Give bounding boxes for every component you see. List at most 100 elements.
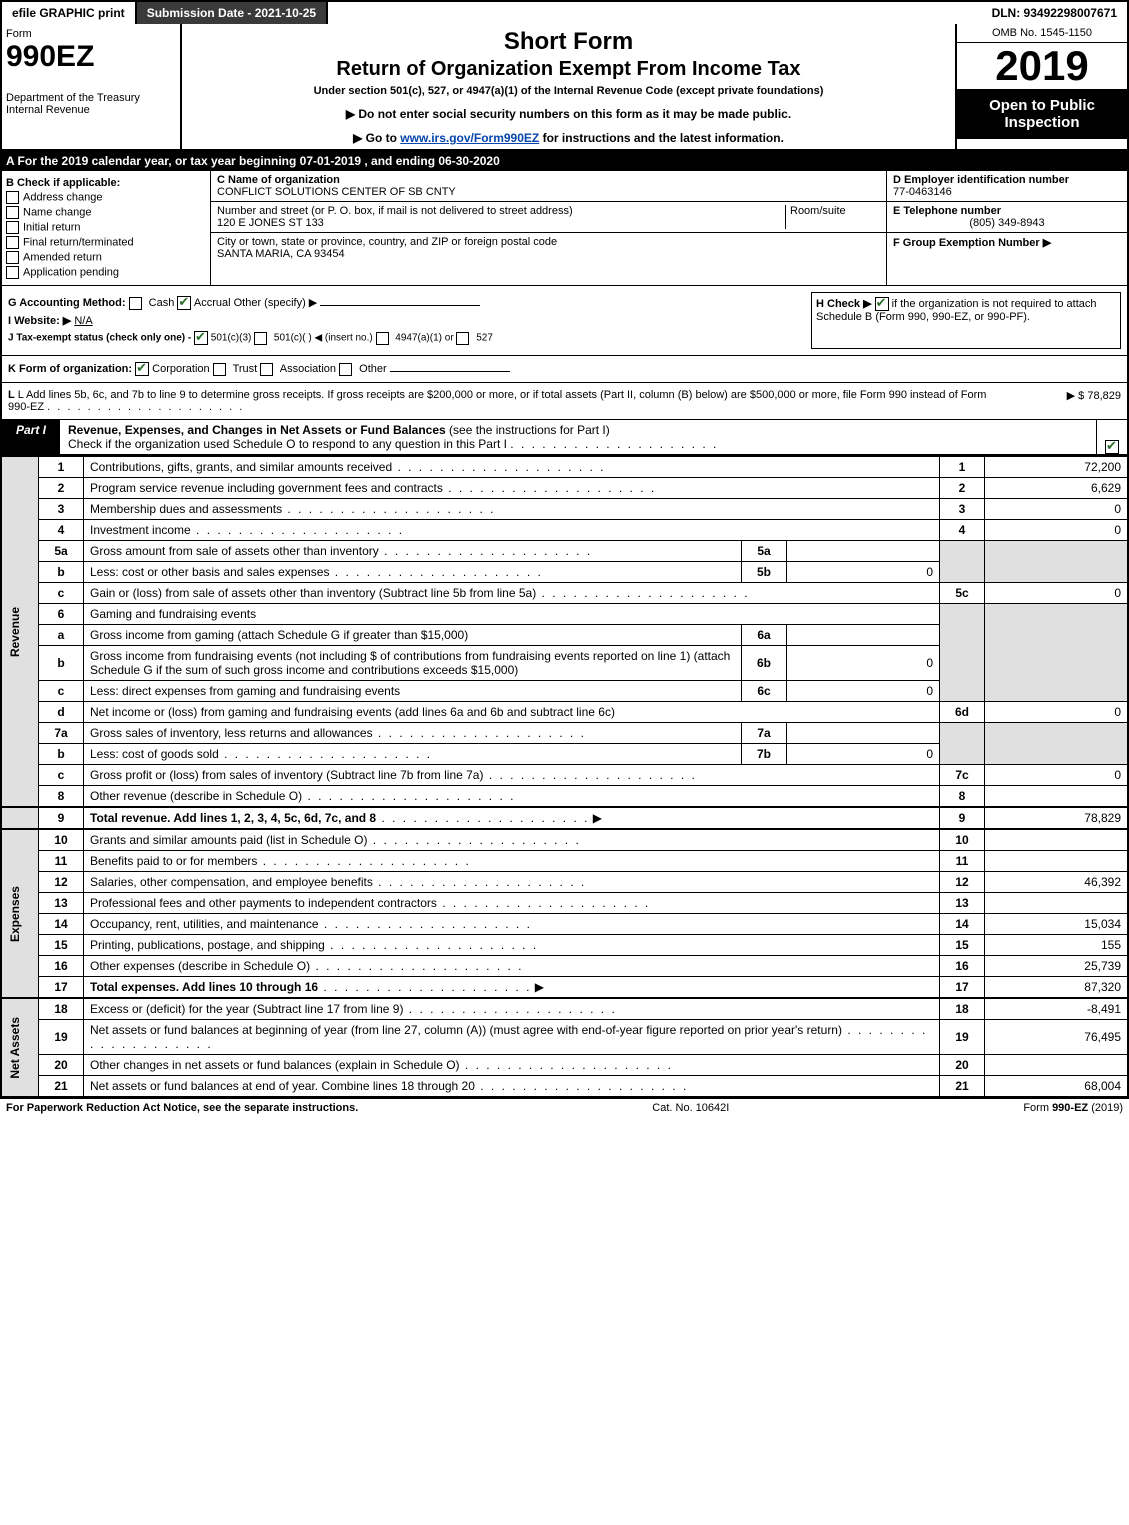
section-b: B Check if applicable: Address change Na… (2, 171, 211, 285)
g-label: G Accounting Method: (8, 297, 126, 309)
table-row: Net Assets 18Excess or (deficit) for the… (1, 998, 1128, 1020)
table-row: 16Other expenses (describe in Schedule O… (1, 956, 1128, 977)
cb-cash[interactable] (129, 297, 142, 310)
table-row: 8Other revenue (describe in Schedule O)8 (1, 786, 1128, 808)
header-right: OMB No. 1545-1150 2019 Open to Public In… (955, 24, 1127, 149)
mid-block: G Accounting Method: Cash Accrual Other … (0, 286, 1129, 356)
cb-address-change[interactable]: Address change (6, 191, 206, 204)
revenue-side-label: Revenue (8, 607, 22, 657)
cb-other[interactable] (339, 363, 352, 376)
dln-label: DLN: 93492298007671 (982, 2, 1127, 24)
city-value: SANTA MARIA, CA 93454 (217, 248, 880, 260)
submission-date: Submission Date - 2021-10-25 (137, 2, 328, 24)
table-row: 11Benefits paid to or for members11 (1, 851, 1128, 872)
cb-amended-return[interactable]: Amended return (6, 251, 206, 264)
strip-a: A For the 2019 calendar year, or tax yea… (0, 151, 1129, 171)
goto-note: ▶ Go to www.irs.gov/Form990EZ for instru… (186, 131, 951, 145)
table-row: 5aGross amount from sale of assets other… (1, 541, 1128, 562)
e-label: E Telephone number (893, 205, 1121, 217)
table-row: 15Printing, publications, postage, and s… (1, 935, 1128, 956)
l-value: ▶ $ 78,829 (1001, 389, 1121, 413)
header-left: Form 990EZ Department of the Treasury In… (2, 24, 182, 149)
h-label: H Check ▶ (816, 298, 872, 310)
room-suite: Room/suite (785, 205, 880, 229)
addr-label: Number and street (or P. O. box, if mail… (217, 205, 785, 217)
cb-corporation[interactable] (135, 362, 149, 376)
cb-name-change[interactable]: Name change (6, 206, 206, 219)
irs-link[interactable]: www.irs.gov/Form990EZ (400, 131, 539, 145)
tax-year: 2019 (957, 43, 1127, 89)
cb-schedule-o[interactable] (1105, 440, 1119, 454)
table-row: 3Membership dues and assessments30 (1, 499, 1128, 520)
table-row: 7aGross sales of inventory, less returns… (1, 723, 1128, 744)
cb-final-return[interactable]: Final return/terminated (6, 236, 206, 249)
line-g: G Accounting Method: Cash Accrual Other … (8, 296, 811, 310)
table-row: 20Other changes in net assets or fund ba… (1, 1055, 1128, 1076)
line-k: K Form of organization: Corporation Trus… (0, 356, 1129, 383)
cb-association[interactable] (260, 363, 273, 376)
c-name-row: C Name of organization CONFLICT SOLUTION… (211, 171, 886, 202)
addr-value: 120 E JONES ST 133 (217, 217, 785, 229)
city-row: City or town, state or province, country… (211, 233, 886, 263)
ssn-warning: ▶ Do not enter social security numbers o… (186, 107, 951, 121)
part1-header: Part I Revenue, Expenses, and Changes in… (0, 419, 1129, 456)
table-row: 13Professional fees and other payments t… (1, 893, 1128, 914)
form-header: Form 990EZ Department of the Treasury In… (0, 24, 1129, 151)
box-h: H Check ▶ if the organization is not req… (811, 292, 1121, 349)
c-label: C Name of organization (217, 174, 880, 186)
f-label: F Group Exemption Number ▶ (893, 236, 1121, 249)
cb-527[interactable] (456, 332, 469, 345)
b-title: B Check if applicable: (6, 177, 206, 189)
cb-4947[interactable] (376, 332, 389, 345)
expenses-side-label: Expenses (8, 886, 22, 942)
dept-label: Department of the Treasury Internal Reve… (6, 92, 176, 116)
netassets-side-label: Net Assets (8, 1017, 22, 1079)
table-row: cGross profit or (loss) from sales of in… (1, 765, 1128, 786)
cb-501c[interactable] (254, 332, 267, 345)
cb-trust[interactable] (213, 363, 226, 376)
footer-left: For Paperwork Reduction Act Notice, see … (6, 1102, 358, 1114)
table-row: 4Investment income40 (1, 520, 1128, 541)
page-footer: For Paperwork Reduction Act Notice, see … (0, 1098, 1129, 1117)
cb-application-pending[interactable]: Application pending (6, 266, 206, 279)
footer-catno: Cat. No. 10642I (358, 1102, 1023, 1114)
line-i: I Website: ▶ N/A (8, 314, 811, 327)
section-c: C Name of organization CONFLICT SOLUTION… (211, 171, 886, 285)
f-group: F Group Exemption Number ▶ (887, 233, 1127, 252)
d-value: 77-0463146 (893, 186, 1121, 198)
short-form-label: Short Form (186, 28, 951, 56)
section-def: D Employer identification number 77-0463… (886, 171, 1127, 285)
j-label: J Tax-exempt status (check only one) - (8, 333, 194, 344)
cb-h[interactable] (875, 297, 889, 311)
table-row: 12Salaries, other compensation, and empl… (1, 872, 1128, 893)
omb-number: OMB No. 1545-1150 (957, 24, 1127, 43)
line-j: J Tax-exempt status (check only one) - 5… (8, 331, 811, 345)
section-bcdef: B Check if applicable: Address change Na… (0, 171, 1129, 286)
e-value: (805) 349-8943 (893, 217, 1121, 229)
e-phone: E Telephone number (805) 349-8943 (887, 202, 1127, 233)
efile-print-label[interactable]: efile GRAPHIC print (2, 2, 137, 24)
table-row: Revenue 1Contributions, gifts, grants, a… (1, 457, 1128, 478)
table-row: 6Gaming and fundraising events (1, 604, 1128, 625)
goto-pre: ▶ Go to (353, 131, 400, 145)
part1-tab: Part I (2, 420, 60, 454)
addr-row: Number and street (or P. O. box, if mail… (211, 202, 886, 233)
goto-post: for instructions and the latest informat… (539, 131, 784, 145)
l-text: L L Add lines 5b, 6c, and 7b to line 9 t… (8, 389, 1001, 413)
table-row: dNet income or (loss) from gaming and fu… (1, 702, 1128, 723)
part1-title: Revenue, Expenses, and Changes in Net As… (60, 420, 1096, 454)
cb-accrual[interactable] (177, 296, 191, 310)
part1-check: Check if the organization used Schedule … (68, 437, 718, 451)
form-subtitle: Under section 501(c), 527, or 4947(a)(1)… (186, 85, 951, 97)
top-bar: efile GRAPHIC print Submission Date - 20… (0, 0, 1129, 24)
table-row: 9Total revenue. Add lines 1, 2, 3, 4, 5c… (1, 807, 1128, 829)
open-public-inspection: Open to Public Inspection (957, 89, 1127, 139)
header-center: Short Form Return of Organization Exempt… (182, 24, 955, 149)
form-label: Form (6, 28, 176, 40)
cb-initial-return[interactable]: Initial return (6, 221, 206, 234)
table-row: 14Occupancy, rent, utilities, and mainte… (1, 914, 1128, 935)
cb-501c3[interactable] (194, 331, 208, 345)
table-row: 19Net assets or fund balances at beginni… (1, 1020, 1128, 1055)
form-number: 990EZ (6, 40, 176, 74)
org-name: CONFLICT SOLUTIONS CENTER OF SB CNTY (217, 186, 880, 198)
